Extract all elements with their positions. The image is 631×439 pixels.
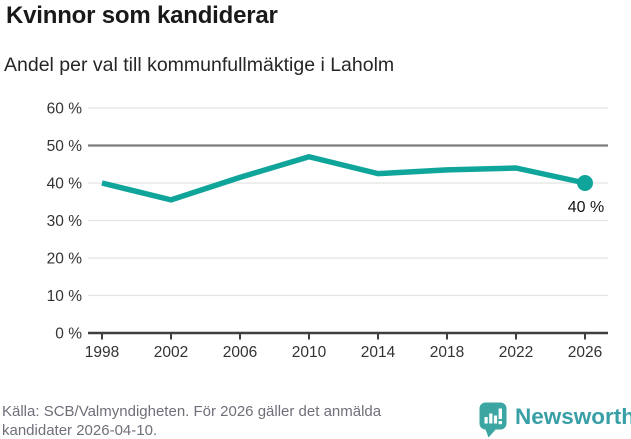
y-tick-label: 30 % [47,213,83,230]
source-note: Källa: SCB/Valmyndigheten. För 2026 gäll… [2,402,472,439]
x-tick-label: 2018 [430,344,464,361]
data-series-line [101,154,586,203]
y-tick-label: 40 % [47,176,83,193]
x-tick-label: 2002 [154,344,188,361]
source-note-line-2: kandidater 2026-04-10. [2,422,158,439]
y-tick-label: 20 % [47,251,83,268]
y-tick-label: 50 % [47,138,83,155]
x-tick-label: 2010 [292,344,327,361]
newsworthy-logo-text: Newsworthy [515,404,631,429]
line-chart: 0 % 10 % 20 % 30 % 40 % 50 % 60 % 1998 2002 2006 2… [47,101,608,361]
chart-subtitle: Andel per val till kommunfullmäktige i L… [4,54,395,76]
x-tick-label: 1998 [85,344,119,361]
x-tick-label: 2014 [361,344,396,361]
x-tick-label: 2026 [568,344,602,361]
end-point-dot [577,175,593,191]
source-note-line-1: Källa: SCB/Valmyndigheten. För 2026 gäll… [2,403,382,420]
y-tick-label: 10 % [47,288,83,305]
newsworthy-speech-bubble-chart-icon [479,402,507,438]
y-tick-label: 0 % [55,326,82,343]
chart-title: Kvinnor som kandiderar [6,2,278,29]
newsworthy-logo[interactable]: Newsworthy [479,402,631,438]
x-tick-label: 2022 [499,344,533,361]
end-point-value-label: 40 % [568,199,604,216]
y-tick-label: 60 % [47,101,83,118]
x-tick-label: 2006 [223,344,257,361]
